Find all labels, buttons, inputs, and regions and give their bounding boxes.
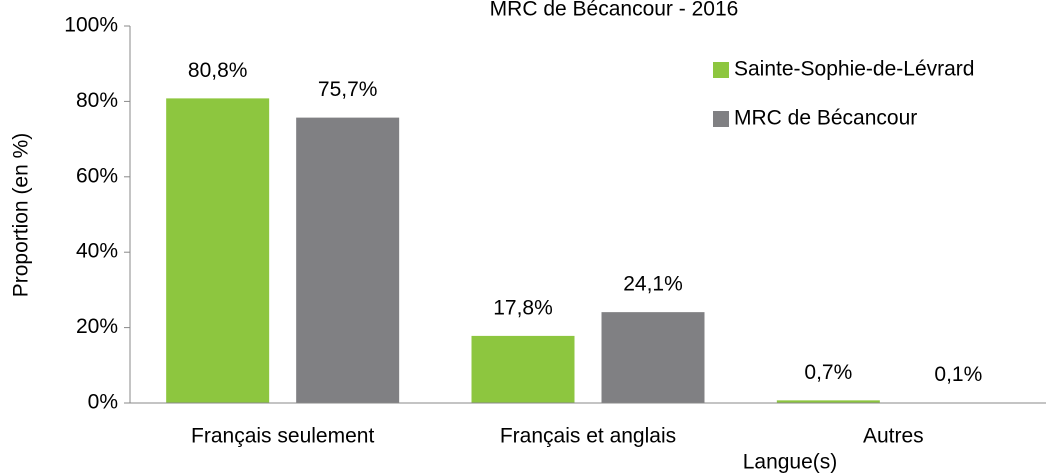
y-tick-label: 20% [76,315,118,338]
legend-swatch [713,111,729,127]
bar [776,400,880,403]
y-tick-label: 40% [76,240,118,263]
y-tick-label: 0% [88,391,118,414]
bar [471,335,575,403]
y-tick-label: 80% [76,89,118,112]
value-label: 0,1% [934,363,982,386]
x-axis-label: Langue(s) [743,451,838,474]
legend-label: MRC de Bécancour [734,107,917,130]
legend-swatch [713,62,729,78]
value-label: 0,7% [804,361,852,384]
y-axis-label: Proportion (en %) [10,133,33,298]
y-tick-label: 60% [76,164,118,187]
legend-label: Sainte-Sophie-de-Lévrard [734,58,974,81]
chart-title: MRC de Bécancour - 2016 [490,0,739,21]
value-label: 80,8% [188,59,248,82]
x-tick-label: Autres [863,425,924,448]
bar [296,117,400,404]
y-tick-label: 100% [64,14,118,37]
x-tick-label: Français seulement [191,425,374,448]
bar [601,312,705,403]
value-label: 75,7% [318,78,378,101]
value-label: 24,1% [623,273,683,296]
x-tick-label: Français et anglais [500,425,676,448]
bar [166,98,270,403]
value-label: 17,8% [493,296,553,319]
